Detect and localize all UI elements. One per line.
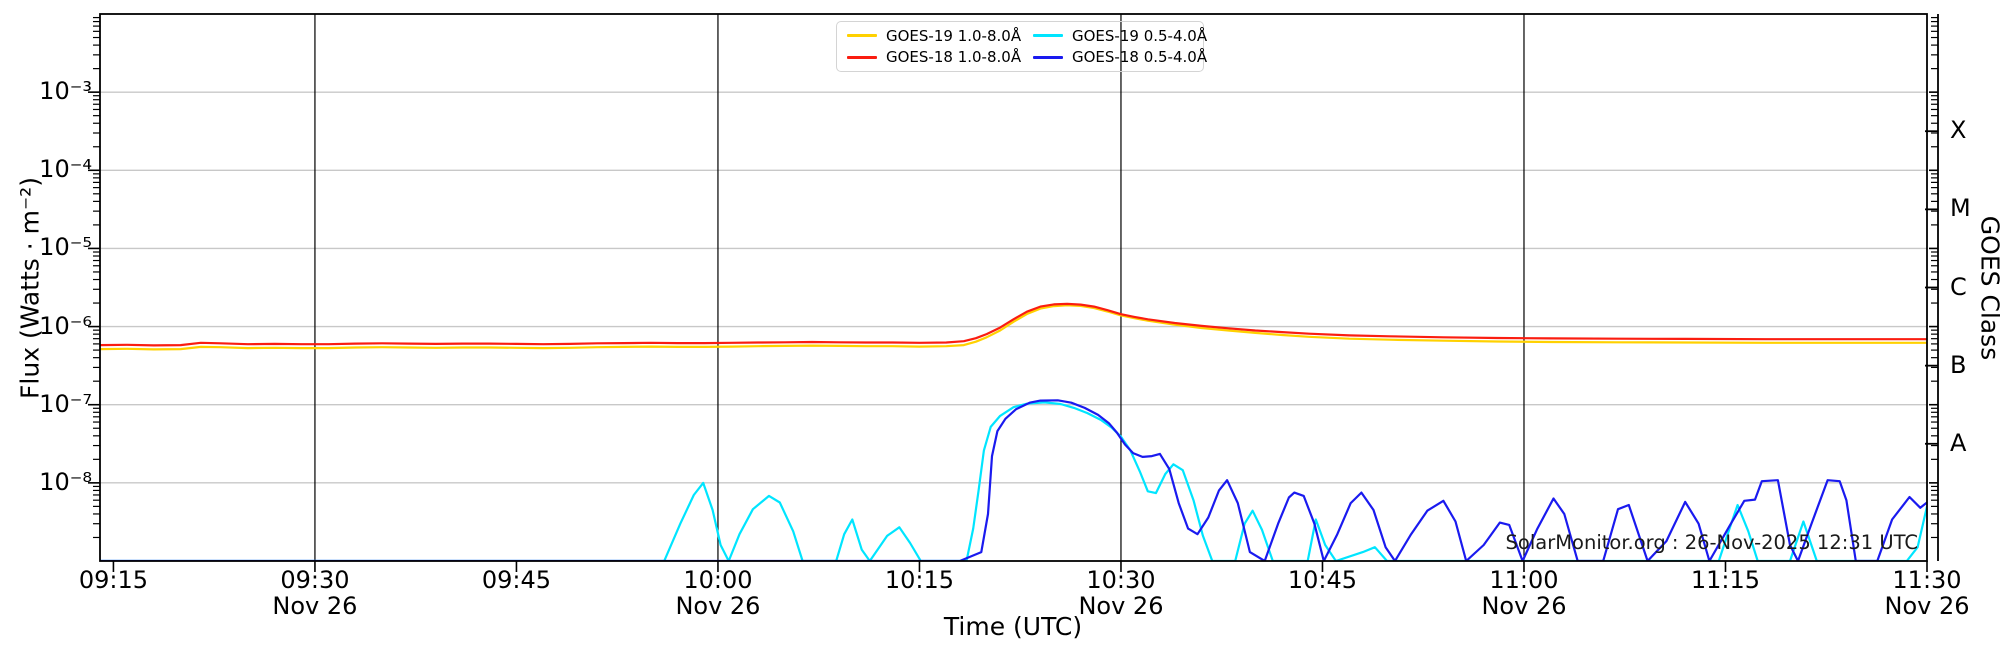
- x-tick-label: 10:45: [1287, 566, 1358, 594]
- y-tick-label: 10⁻⁴: [39, 155, 92, 184]
- legend-swatch-goes19-short: [1033, 34, 1063, 38]
- x-tick-label: 10:30: [1086, 566, 1156, 594]
- x-tick-date-label: Nov 26: [272, 592, 358, 620]
- legend-item-goes18-long: GOES-18 1.0-8.0Å: [847, 47, 1021, 69]
- plot-border: [99, 13, 1928, 562]
- x-tick-label: 11:00: [1489, 566, 1559, 594]
- x-tick-date-label: Nov 26: [675, 592, 761, 620]
- watermark: SolarMonitor.org : 26-Nov-2025 12:31 UTC: [1505, 531, 1918, 554]
- y-tick-label: 10⁻³: [39, 77, 92, 106]
- legend-item-goes18-short: GOES-18 0.5-4.0Å: [1033, 47, 1207, 69]
- x-tick-label: 11:30: [1892, 566, 1962, 594]
- series-line-3: [100, 399, 1927, 561]
- series-line-1: [100, 302, 1927, 347]
- legend-swatch-goes19-long: [847, 34, 877, 38]
- legend-item-goes19-short: GOES-19 0.5-4.0Å: [1033, 25, 1207, 47]
- y-tick-label: 10⁻⁷: [39, 389, 92, 418]
- y-tick-label: 10⁻⁸: [39, 467, 92, 496]
- legend-label-goes19-short: GOES-19 0.5-4.0Å: [1072, 26, 1208, 45]
- x-tick-label: 09:45: [481, 566, 552, 594]
- legend-item-goes19-long: GOES-19 1.0-8.0Å: [847, 25, 1021, 47]
- legend-label-goes18-long: GOES-18 1.0-8.0Å: [886, 48, 1022, 67]
- x-tick-date-label: Nov 26: [1078, 592, 1164, 620]
- y-tick-label: 10⁻⁶: [39, 311, 92, 340]
- series-line-2: [100, 401, 1927, 561]
- x-tick-date-label: Nov 26: [1481, 592, 1567, 620]
- y-tick-label: 10⁻⁵: [39, 233, 92, 262]
- legend-label-goes18-short: GOES-18 0.5-4.0Å: [1072, 48, 1208, 67]
- goes-class-label-M: M: [1950, 194, 1971, 223]
- x-tick-label: 09:15: [78, 566, 148, 594]
- x-tick-label: 11:15: [1690, 566, 1761, 594]
- right-axis-label: GOES Class: [1975, 215, 2000, 361]
- goes-class-label-A: A: [1950, 428, 1967, 457]
- legend-swatch-goes18-long: [847, 55, 877, 59]
- x-tick-label: 10:15: [884, 566, 955, 594]
- x-tick-label: 09:30: [280, 566, 350, 594]
- x-tick-date-label: Nov 26: [1884, 592, 1970, 620]
- legend: GOES-19 1.0-8.0Å GOES-18 1.0-8.0Å GOES-1…: [836, 21, 1207, 72]
- goes-class-label-B: B: [1950, 350, 1967, 379]
- x-axis-label: Time (UTC): [943, 612, 1083, 641]
- legend-label-goes19-long: GOES-19 1.0-8.0Å: [886, 26, 1022, 45]
- goes-class-label-X: X: [1950, 116, 1967, 145]
- goes-class-label-C: C: [1950, 272, 1967, 301]
- x-tick-label: 10:00: [683, 566, 753, 594]
- legend-swatch-goes18-short: [1033, 55, 1063, 59]
- y-axis-label: Flux (Watts · m⁻²): [15, 177, 45, 399]
- series-line-0: [100, 304, 1927, 351]
